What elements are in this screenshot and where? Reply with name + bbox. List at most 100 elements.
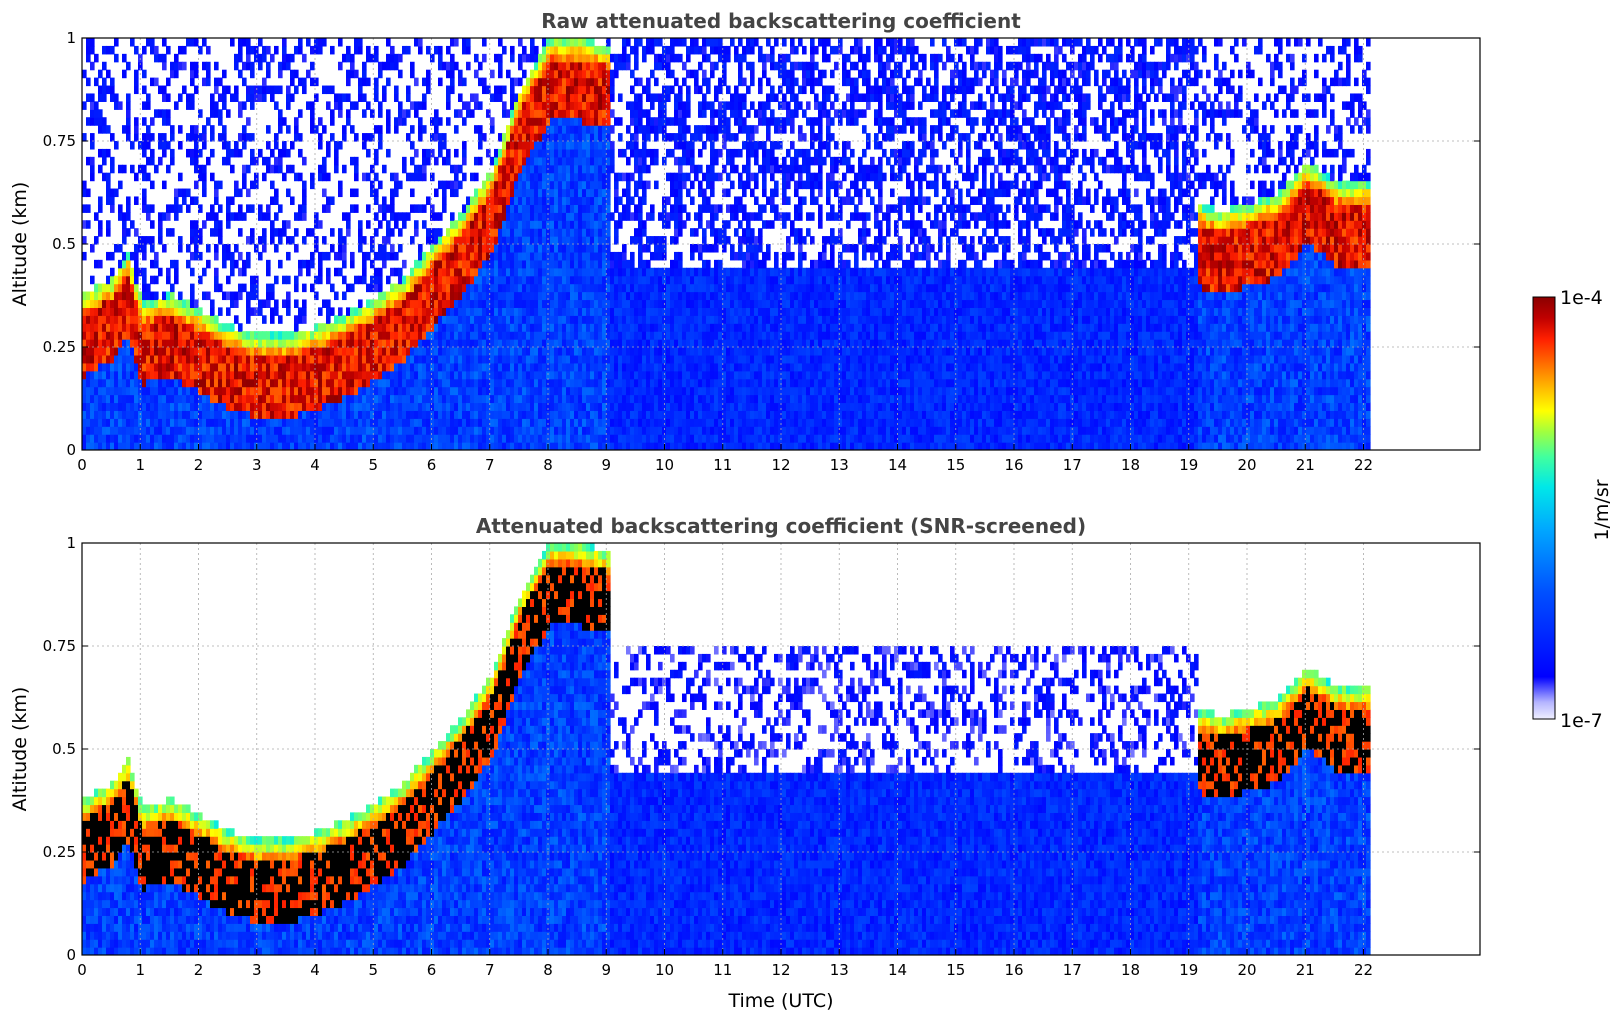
heat-cell-1-1699 — [302, 85, 307, 95]
heat-cell-1-1930 — [338, 323, 343, 332]
heat-cell-1-2562 — [418, 291, 423, 301]
heat-cell-1-4958 — [634, 53, 639, 63]
heat-cell-1-2523 — [414, 331, 419, 340]
heat-cell-1-3 — [82, 418, 87, 427]
heat-cell-1-3964 — [550, 101, 555, 110]
heat-cell-1-4779 — [618, 386, 623, 396]
heat-cell-1-410 — [130, 38, 135, 47]
heat-cell-1-4843 — [626, 434, 631, 443]
heat-cell-1-1983 — [346, 378, 351, 388]
heat-cell-1-735 — [174, 418, 179, 427]
heat-cell-1-4422 — [586, 180, 591, 190]
heat-cell-1-2299 — [386, 323, 391, 332]
heat-cell-1-4290 — [578, 402, 583, 411]
heat-cell-1-3302 — [498, 362, 503, 372]
heat-cell-1-2100 — [362, 370, 367, 380]
heat-cell-1-1312 — [250, 354, 255, 364]
heat-cell-1-3417 — [506, 156, 511, 166]
heat-cell-1-935 — [198, 275, 203, 285]
heat-cell-1-3253 — [494, 426, 499, 435]
heat-cell-1-3567 — [518, 38, 523, 47]
heat-cell-1-2379 — [394, 125, 399, 134]
heat-cell-1-1493 — [274, 228, 279, 237]
heat-cell-1-4941 — [634, 228, 639, 237]
heat-cell-1-4076 — [558, 38, 563, 47]
heat-cell-1-526 — [146, 339, 151, 348]
heat-cell-1-454 — [138, 386, 143, 396]
heat-cell-1-3021 — [470, 426, 475, 435]
heat-cell-1-2877 — [454, 370, 459, 380]
heat-cell-1-3176 — [486, 418, 491, 427]
heat-cell-1-2242 — [378, 244, 383, 253]
heat-cell-1-3681 — [530, 315, 535, 324]
heat-cell-1-2486 — [410, 362, 415, 372]
heat-cell-1-3126 — [478, 188, 483, 198]
heat-cell-1-3384 — [506, 418, 511, 427]
heat-cell-1-3310 — [498, 299, 503, 308]
heat-cell-1-4810 — [622, 418, 627, 427]
heat-cell-1-3612 — [522, 93, 527, 102]
heat-cell-1-4694 — [606, 61, 611, 71]
heat-cell-1-835 — [186, 259, 191, 269]
heat-cell-1-2309 — [386, 204, 391, 213]
heat-cell-1-1231 — [238, 148, 243, 158]
heat-cell-1-265 — [114, 362, 119, 372]
heat-cell-1-2920 — [458, 331, 463, 340]
heat-cell-1-4211 — [570, 204, 575, 213]
heat-cell-1-4359 — [582, 267, 587, 277]
heat-cell-1-2593 — [422, 323, 427, 332]
heat-cell-1-3807 — [538, 125, 543, 134]
heat-cell-1-3467 — [510, 101, 515, 110]
heat-cell-1-3469 — [510, 85, 515, 95]
heat-cell-1-1792 — [318, 331, 323, 340]
heat-cell-1-392 — [130, 370, 135, 380]
heat-cell-1-985 — [206, 370, 211, 380]
heat-cell-1-622 — [158, 323, 163, 332]
heat-cell-1-3411 — [506, 204, 511, 213]
heat-cell-1-1335 — [254, 426, 259, 435]
heat-cell-1-159 — [102, 418, 107, 427]
heat-cell-1-3913 — [546, 93, 551, 102]
heat-cell-1-3194 — [486, 275, 491, 285]
heat-cell-1-1066 — [218, 434, 223, 443]
heat-cell-1-1979 — [346, 410, 351, 419]
heat-cell-1-3722 — [534, 394, 539, 404]
heat-cell-1-4586 — [598, 109, 603, 118]
heat-cell-1-684 — [166, 331, 171, 340]
heat-cell-1-3138 — [482, 410, 487, 419]
heat-cell-1-2190 — [374, 378, 379, 388]
heat-cell-1-3523 — [518, 410, 523, 419]
heat-cell-1-1741 — [310, 228, 315, 237]
heat-cell-1-2577 — [418, 38, 423, 47]
heat-cell-1-1274 — [246, 394, 251, 404]
heat-cell-1-3813 — [538, 77, 543, 87]
heat-cell-1-2493 — [410, 307, 415, 316]
heat-cell-1-2643 — [426, 85, 431, 95]
heat-cell-1-2897 — [454, 188, 459, 198]
heat-cell-1-2462 — [406, 323, 411, 332]
heat-cell-1-631 — [158, 156, 163, 166]
heat-cell-1-393 — [130, 362, 135, 372]
heat-cell-1-582 — [154, 418, 159, 427]
heat-cell-1-3150 — [482, 315, 487, 324]
heat-cell-1-1679 — [302, 386, 307, 396]
heat-cell-1-1044 — [214, 347, 219, 356]
heat-cell-1-4055 — [558, 204, 563, 213]
heat-cell-1-3662 — [526, 85, 531, 95]
heat-cell-1-4156 — [566, 228, 571, 237]
heat-cell-1-4459 — [590, 299, 595, 308]
heat-cell-1-3812 — [538, 85, 543, 95]
heat-cell-1-3254 — [494, 418, 499, 427]
heat-cell-1-4075 — [558, 45, 563, 55]
heat-cell-1-2828 — [446, 45, 451, 55]
heat-cell-1-775 — [178, 339, 183, 348]
heat-cell-1-2095 — [362, 410, 367, 419]
heat-cell-1-1799 — [318, 220, 323, 229]
heat-cell-1-532 — [146, 291, 151, 301]
heat-cell-1-4561 — [598, 307, 603, 316]
heat-cell-1-931 — [198, 331, 203, 340]
heat-cell-1-311 — [118, 180, 123, 190]
heat-cell-1-3108 — [478, 331, 483, 340]
heat-cell-1-2392 — [398, 386, 403, 396]
heat-cell-1-4287 — [578, 426, 583, 435]
